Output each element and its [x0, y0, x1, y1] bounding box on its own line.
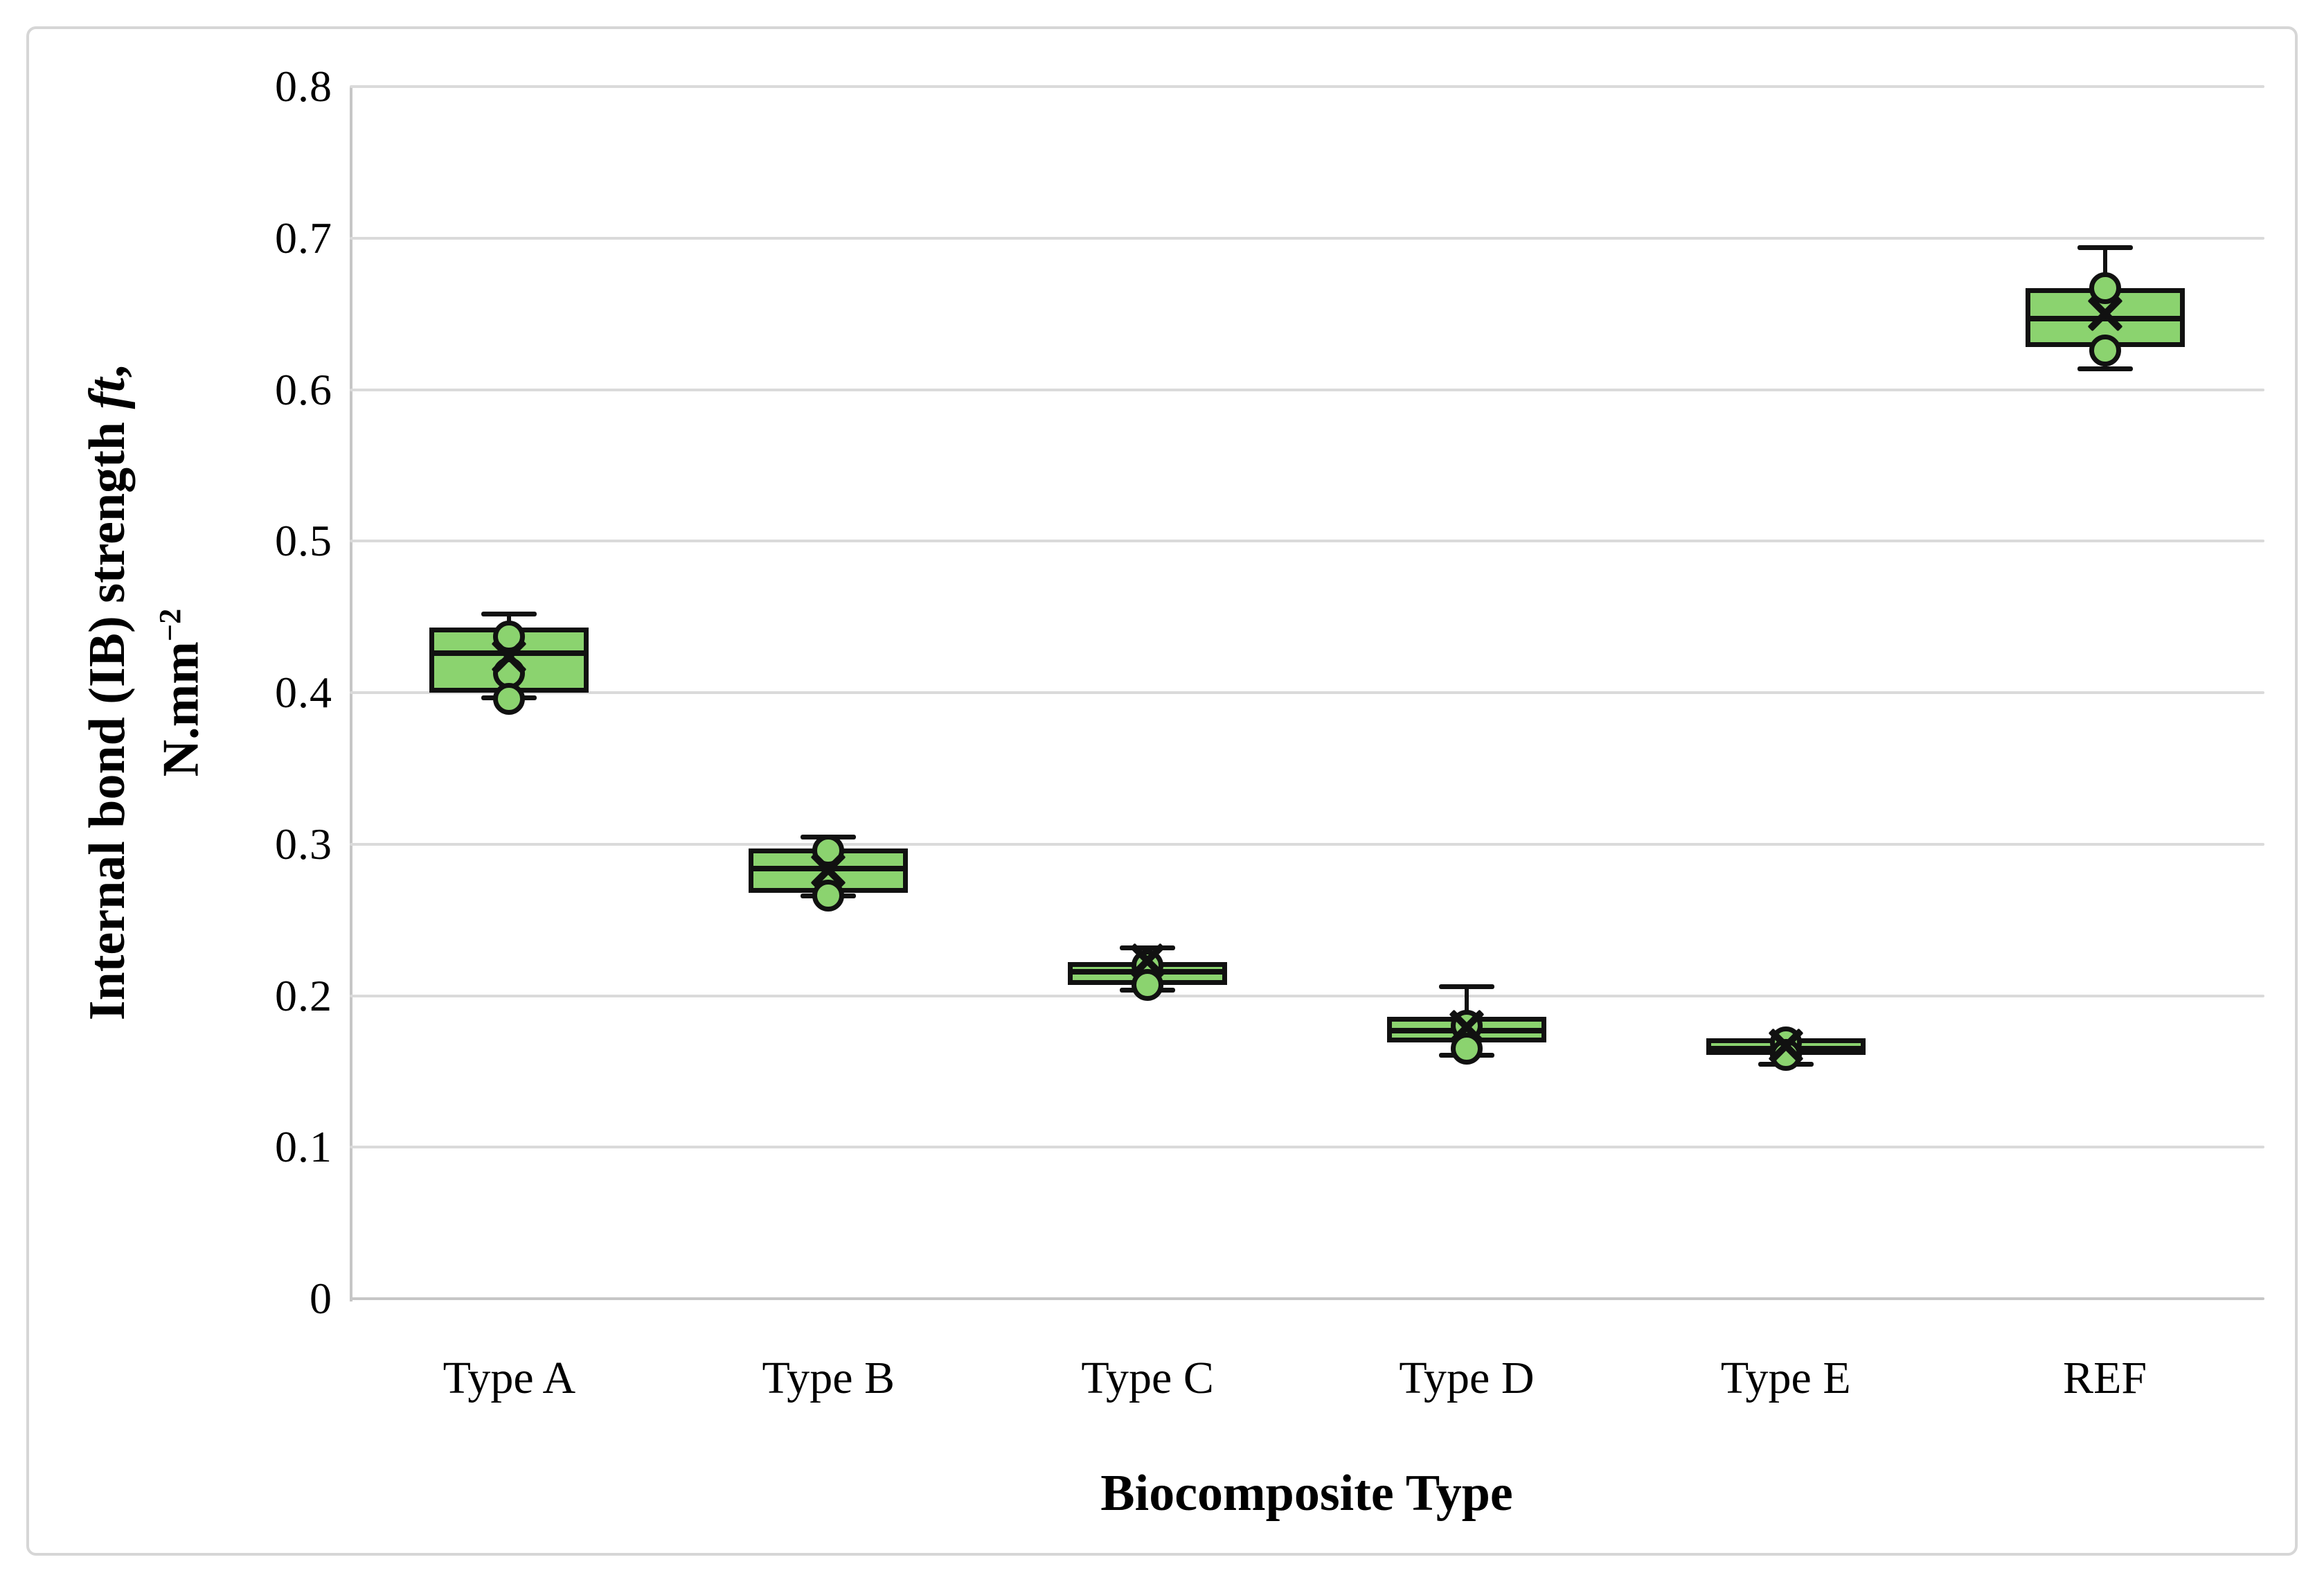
y-tick-label: 0.1 — [275, 1122, 332, 1172]
figure-border — [26, 26, 2298, 1556]
y-tick-label: 0.4 — [275, 668, 332, 717]
y-tick-label: 0 — [310, 1274, 332, 1323]
upper-whisker-cap — [1120, 945, 1176, 950]
x-axis-line — [350, 1297, 2264, 1300]
upper-whisker-cap — [1438, 984, 1494, 990]
mean-x-icon — [489, 637, 529, 677]
upper-whisker-cap — [2077, 245, 2133, 250]
y-axis-title-line1: Internal bond (IB) strength ft, — [79, 364, 136, 1021]
x-tick-label: Type C — [1081, 1353, 1214, 1403]
mean-x-icon — [2085, 294, 2125, 334]
y-tick-label: 0.5 — [275, 516, 332, 566]
unit-exponent: −2 — [152, 608, 187, 642]
upper-whisker-cap — [481, 612, 537, 617]
x-tick-label: Type B — [762, 1353, 895, 1403]
gridline — [350, 842, 2264, 846]
x-tick-label: Type D — [1399, 1353, 1535, 1403]
x-tick-label: REF — [2063, 1353, 2147, 1403]
x-tick-label: Type A — [443, 1353, 576, 1403]
gridline — [350, 388, 2264, 391]
upper-whisker — [1464, 986, 1469, 1017]
gridline — [350, 236, 2264, 240]
mean-x-icon — [1127, 941, 1168, 981]
gridline — [350, 691, 2264, 694]
y-tick-label: 0.8 — [275, 62, 332, 111]
upper-whisker — [2102, 247, 2107, 288]
plot-area — [350, 85, 2264, 1300]
data-point-marker — [2089, 334, 2121, 366]
gridline — [350, 1146, 2264, 1149]
mean-x-icon — [808, 850, 848, 890]
data-point-marker — [493, 682, 526, 715]
y-axis-title-line2: N.mm−2 — [152, 608, 210, 777]
mean-x-icon — [1766, 1026, 1806, 1066]
mean-x-icon — [1447, 1007, 1487, 1047]
y-axis-title: Internal bond (IB) strength ft, N.mm−2 — [76, 312, 210, 1074]
y-tick-label: 0.3 — [275, 819, 332, 869]
y-axis-line — [350, 87, 352, 1301]
y-tick-label: 0.7 — [275, 213, 332, 263]
y-tick-label: 0.2 — [275, 970, 332, 1020]
gridline — [350, 994, 2264, 997]
x-axis-title: Biocomposite Type — [1100, 1465, 1513, 1522]
gridline — [350, 540, 2264, 543]
lower-whisker-cap — [2077, 366, 2133, 371]
gridline — [350, 85, 2264, 88]
y-tick-label: 0.6 — [275, 364, 332, 414]
x-tick-label: Type E — [1720, 1353, 1851, 1403]
